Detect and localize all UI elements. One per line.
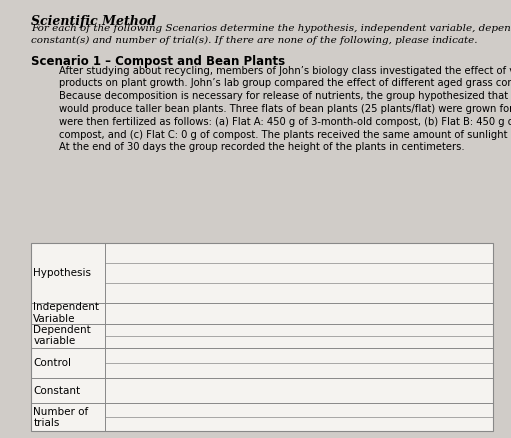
Text: For each of the following Scenarios determine the hypothesis, independent variab: For each of the following Scenarios dete… — [31, 24, 511, 45]
Text: After studying about recycling, members of John’s biology class investigated the: After studying about recycling, members … — [59, 66, 511, 152]
Text: Number of
trials: Number of trials — [33, 406, 88, 428]
Text: Scenario 1 – Compost and Bean Plants: Scenario 1 – Compost and Bean Plants — [31, 55, 285, 68]
Text: Scientific Method: Scientific Method — [31, 15, 156, 28]
Text: Hypothesis: Hypothesis — [33, 268, 91, 278]
Text: Independent
Variable: Independent Variable — [33, 302, 99, 324]
Text: Dependent
variable: Dependent variable — [33, 325, 91, 346]
Text: Control: Control — [33, 358, 71, 368]
Text: Constant: Constant — [33, 385, 80, 396]
